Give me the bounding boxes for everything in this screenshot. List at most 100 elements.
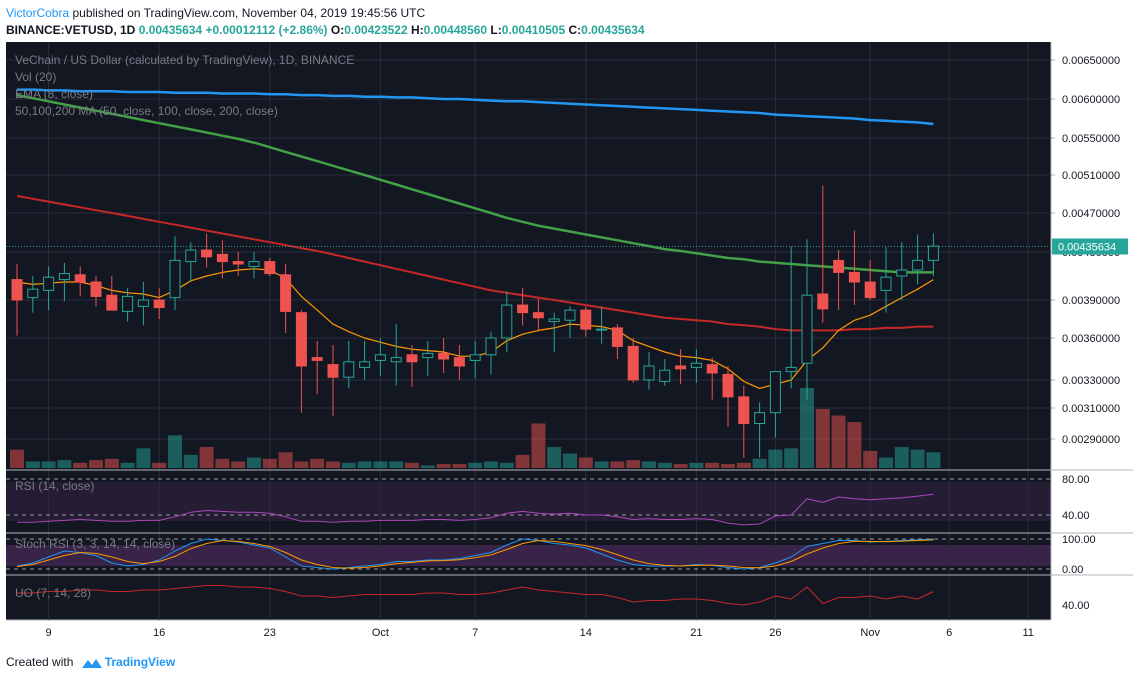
legend-ema[interactable]: EMA (8, close)	[15, 87, 93, 101]
volume-bar	[499, 462, 514, 468]
candle-body	[580, 309, 592, 330]
candle-body	[469, 354, 481, 361]
candle-body	[722, 373, 734, 398]
candle-body	[122, 295, 134, 312]
time-tick-label: Nov	[860, 627, 880, 639]
volume-bar	[405, 462, 419, 468]
volume-bar	[41, 461, 56, 468]
candle-body	[169, 259, 181, 299]
candle-body	[27, 288, 39, 299]
candle-body	[11, 279, 23, 301]
close-value: 0.00435634	[581, 23, 645, 37]
volume-bar	[199, 447, 214, 468]
open-label: O:	[330, 23, 345, 37]
candle-body	[912, 259, 924, 271]
legend-stoch[interactable]: Stoch RSI (3, 3, 14, 14, close)	[15, 537, 175, 551]
volume-bar	[10, 449, 24, 468]
volume-bar	[578, 457, 593, 468]
high-label: H:	[411, 23, 424, 37]
volume-bar	[57, 460, 72, 468]
candle-body	[627, 345, 639, 381]
candle-body	[43, 276, 55, 291]
volume-bar	[831, 415, 846, 468]
volume-bar	[136, 448, 151, 468]
volume-bar	[531, 423, 546, 468]
tradingview-brand-link[interactable]: TradingView	[104, 655, 176, 669]
volume-bar	[420, 465, 435, 468]
volume-bar	[373, 461, 388, 468]
footer: Created with TradingView	[6, 655, 175, 669]
price-tick-label: 0.00330000	[1062, 375, 1120, 387]
legend-rsi[interactable]: RSI (14, close)	[15, 479, 94, 493]
ma50-line	[16, 93, 934, 274]
legend-title: VeChain / US Dollar (calculated by Tradi…	[15, 53, 354, 67]
low-label: L:	[490, 23, 502, 37]
candle-body	[359, 361, 371, 368]
chart-canvas[interactable]: 9 16 23 Oct 7 14 21 26 Nov 6 11 0.00650000 0.0060000…	[0, 42, 1133, 642]
price-tick-label: 0.00310000	[1062, 403, 1120, 415]
candle-body	[422, 352, 434, 359]
volume-bar	[152, 462, 167, 468]
candle-body	[833, 259, 845, 273]
candle-body	[343, 361, 355, 378]
candle-body	[153, 299, 165, 309]
ma100-line	[16, 194, 934, 332]
ma200-line	[17, 88, 934, 126]
legend-uo[interactable]: UO (7, 14, 28)	[15, 586, 91, 600]
volume-bar	[626, 460, 641, 468]
volume-bar	[847, 422, 862, 468]
candle-body	[817, 293, 829, 310]
legend-ma[interactable]: 50,100,200 MA (50, close, 100, close, 20…	[15, 104, 278, 118]
price-tick-label: 0.00390000	[1062, 295, 1120, 307]
rsi-line	[17, 493, 934, 526]
price-tick-label: 0.00650000	[1062, 55, 1120, 67]
candle-body	[327, 364, 339, 378]
candle-body	[896, 269, 908, 277]
candle-body	[706, 364, 718, 374]
candle-body	[754, 412, 766, 424]
axis-labels: 9 16 23 Oct 7 14 21 26 Nov 6 11 0.00650000 0.0060000…	[46, 55, 1128, 639]
main-pane[interactable]	[6, 42, 1051, 470]
time-tick-label: 21	[690, 627, 702, 639]
candle-body	[785, 366, 797, 373]
volume-bar	[563, 453, 577, 468]
volume-bar	[215, 458, 230, 468]
candle-body	[690, 362, 702, 368]
volume-bar	[262, 458, 277, 468]
volume-bar	[863, 450, 878, 468]
time-tick-label: 6	[946, 627, 952, 639]
volume-bar	[468, 462, 483, 468]
price-change: +0.00012112 (+2.86%)	[205, 23, 328, 37]
volume-bar	[736, 462, 751, 468]
ohlc-line: BINANCE:VETUSD, 1D 0.00435634 +0.0001211…	[6, 23, 645, 37]
candle-body	[517, 304, 529, 314]
price-tick-label: 0.00510000	[1062, 170, 1120, 182]
price-axis[interactable]	[1051, 42, 1133, 620]
low-value: 0.00410505	[501, 23, 566, 37]
candle-body	[295, 312, 307, 367]
oscillator-lines	[6, 469, 1133, 606]
candle-body	[311, 357, 323, 361]
author-link[interactable]: VictorCobra	[6, 6, 70, 20]
rsi-pane[interactable]	[6, 470, 1051, 533]
volume-bar	[800, 388, 814, 468]
volume-bar	[357, 461, 372, 468]
volume-bar	[341, 462, 356, 468]
volume-bar	[642, 461, 656, 468]
stoch-tick-label: 100.00	[1062, 534, 1096, 546]
legend-vol[interactable]: Vol (20)	[15, 70, 56, 84]
candle-body	[769, 371, 781, 414]
candle-body	[74, 274, 86, 283]
price-tick-label: 0.00550000	[1062, 133, 1120, 145]
candle-body	[90, 281, 102, 297]
candle-body	[390, 357, 402, 363]
tradingview-logo-icon	[81, 658, 102, 668]
stoch-tick-label: 0.00	[1062, 564, 1083, 576]
volume-bar	[879, 457, 893, 468]
created-with: Created with	[6, 655, 74, 669]
last-price-badge	[1052, 238, 1128, 255]
uo-line	[17, 585, 934, 606]
volume-bar	[515, 454, 530, 468]
volume-bar	[815, 408, 830, 468]
volume-bar	[910, 449, 925, 468]
